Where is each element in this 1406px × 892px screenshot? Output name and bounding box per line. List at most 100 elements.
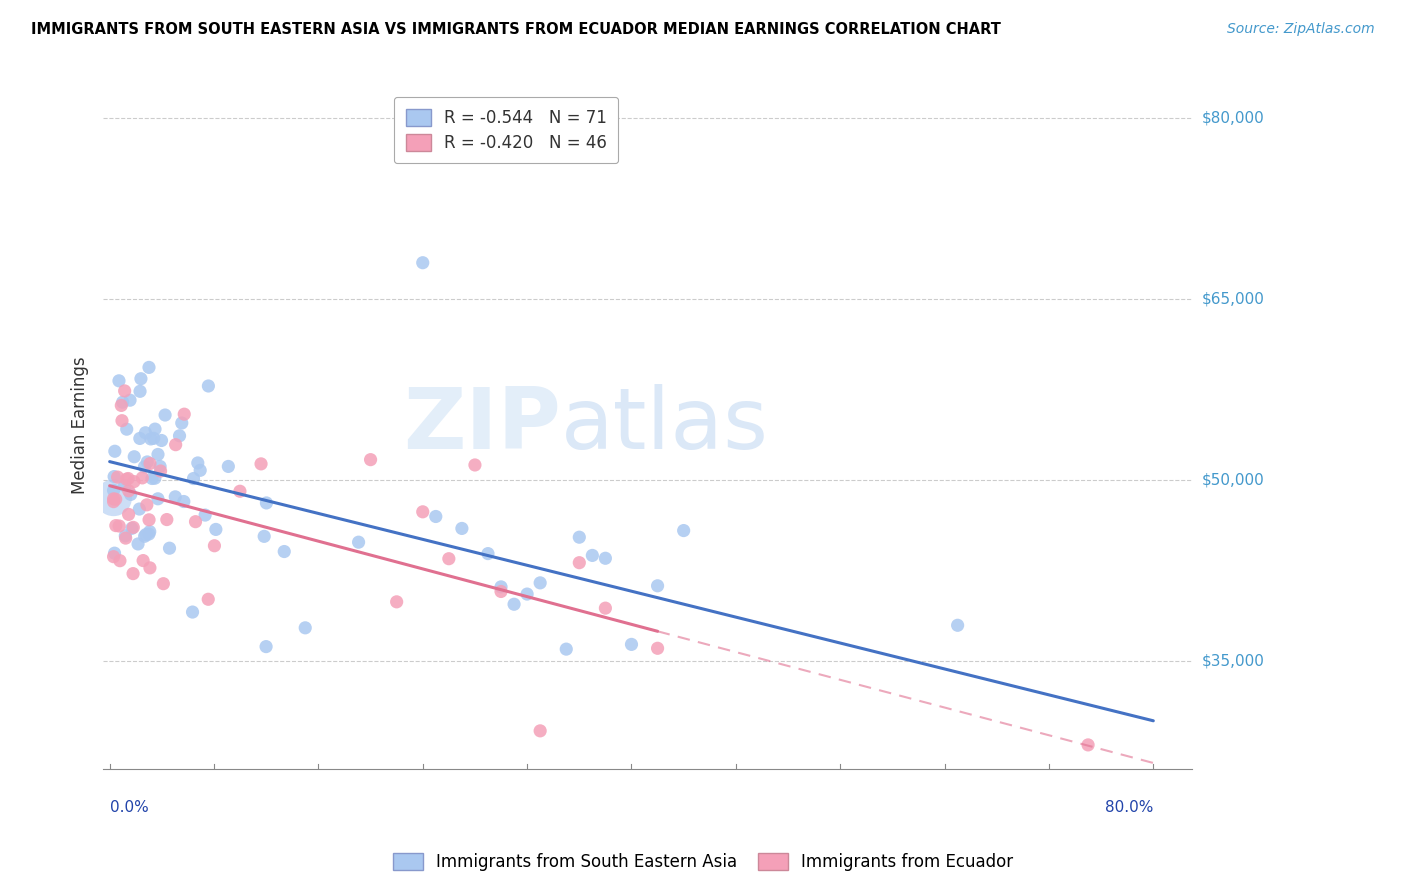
Text: IMMIGRANTS FROM SOUTH EASTERN ASIA VS IMMIGRANTS FROM ECUADOR MEDIAN EARNINGS CO: IMMIGRANTS FROM SOUTH EASTERN ASIA VS IM…	[31, 22, 1001, 37]
Point	[946, 618, 969, 632]
Point	[595, 601, 617, 615]
Point	[138, 527, 160, 541]
Text: ZIP: ZIP	[404, 384, 561, 467]
Point	[122, 475, 145, 489]
Point	[360, 452, 382, 467]
Legend: R = -0.544   N = 71, R = -0.420   N = 46: R = -0.544 N = 71, R = -0.420 N = 46	[394, 97, 619, 163]
Point	[134, 459, 156, 474]
Point	[197, 592, 219, 607]
Point	[108, 519, 131, 533]
Point	[110, 399, 132, 413]
Point	[118, 483, 141, 498]
Point	[254, 496, 277, 510]
Point	[134, 425, 156, 440]
Point	[581, 549, 603, 563]
Point	[122, 520, 145, 534]
Point	[117, 471, 139, 485]
Point	[103, 491, 125, 506]
Point	[165, 438, 187, 452]
Point	[135, 527, 157, 541]
Point	[489, 580, 512, 594]
Text: $65,000: $65,000	[1202, 292, 1264, 306]
Point	[273, 544, 295, 558]
Point	[131, 471, 153, 485]
Point	[115, 422, 138, 436]
Point	[451, 521, 474, 535]
Point	[149, 464, 172, 478]
Point	[169, 429, 191, 443]
Point	[129, 384, 152, 399]
Point	[294, 621, 316, 635]
Point	[205, 523, 228, 537]
Point	[128, 502, 150, 516]
Point	[139, 432, 162, 446]
Legend: Immigrants from South Eastern Asia, Immigrants from Ecuador: Immigrants from South Eastern Asia, Immi…	[385, 845, 1021, 880]
Point	[412, 256, 434, 270]
Point	[138, 513, 160, 527]
Point	[204, 539, 226, 553]
Point	[108, 374, 131, 388]
Point	[120, 487, 142, 501]
Point	[139, 457, 162, 471]
Point	[173, 494, 195, 508]
Point	[132, 553, 155, 567]
Point	[114, 384, 136, 398]
Text: $80,000: $80,000	[1202, 111, 1264, 126]
Point	[146, 491, 169, 506]
Point	[103, 494, 125, 508]
Text: $35,000: $35,000	[1202, 653, 1264, 668]
Text: atlas: atlas	[561, 384, 769, 467]
Point	[170, 416, 193, 430]
Point	[141, 471, 163, 485]
Point	[672, 524, 695, 538]
Point	[117, 508, 139, 522]
Point	[437, 551, 460, 566]
Text: 80.0%: 80.0%	[1105, 799, 1153, 814]
Point	[568, 530, 591, 544]
Point	[385, 595, 408, 609]
Point	[156, 512, 179, 526]
Point	[138, 360, 160, 375]
Point	[489, 584, 512, 599]
Point	[153, 408, 176, 422]
Point	[425, 509, 447, 524]
Point	[103, 549, 125, 564]
Point	[115, 472, 138, 486]
Point	[620, 637, 643, 651]
Y-axis label: Median Earnings: Median Earnings	[72, 357, 89, 494]
Point	[103, 469, 125, 483]
Point	[111, 395, 134, 409]
Point	[150, 434, 173, 448]
Text: Source: ZipAtlas.com: Source: ZipAtlas.com	[1227, 22, 1375, 37]
Point	[516, 587, 538, 601]
Text: 0.0%: 0.0%	[110, 799, 149, 814]
Point	[127, 537, 149, 551]
Point	[103, 491, 125, 505]
Point	[253, 529, 276, 543]
Point	[464, 458, 486, 472]
Point	[529, 723, 551, 738]
Point	[503, 597, 526, 611]
Point	[181, 605, 204, 619]
Point	[183, 471, 205, 485]
Point	[187, 456, 209, 470]
Point	[122, 566, 145, 581]
Point	[146, 447, 169, 461]
Point	[108, 554, 131, 568]
Point	[114, 529, 136, 543]
Point	[555, 642, 578, 657]
Point	[412, 505, 434, 519]
Point	[129, 372, 152, 386]
Point	[135, 498, 157, 512]
Point	[194, 508, 217, 522]
Point	[122, 450, 145, 464]
Point	[143, 471, 166, 485]
Point	[143, 422, 166, 436]
Point	[165, 490, 187, 504]
Point	[111, 414, 134, 428]
Point	[477, 547, 499, 561]
Point	[229, 484, 252, 499]
Point	[139, 561, 162, 575]
Point	[104, 518, 127, 533]
Point	[250, 457, 273, 471]
